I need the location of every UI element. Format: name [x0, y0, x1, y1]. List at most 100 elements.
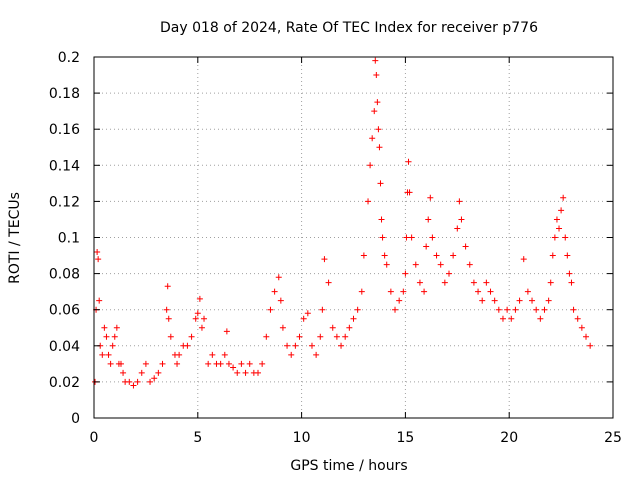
data-point — [120, 369, 127, 376]
data-point — [107, 360, 114, 367]
data-point — [429, 234, 436, 241]
data-point — [205, 360, 212, 367]
data-point — [587, 342, 594, 349]
data-point — [529, 297, 536, 304]
data-points — [92, 57, 594, 389]
x-tick-label: 25 — [604, 430, 622, 446]
data-point — [408, 234, 415, 241]
data-point — [246, 360, 253, 367]
data-point — [188, 333, 195, 340]
data-point — [570, 306, 577, 313]
x-tick-label: 20 — [500, 430, 518, 446]
data-point — [198, 324, 205, 331]
data-point — [491, 297, 498, 304]
data-point — [416, 279, 423, 286]
data-point — [475, 288, 482, 295]
x-tick-label: 10 — [293, 430, 311, 446]
data-point — [406, 189, 413, 196]
data-point — [360, 252, 367, 259]
data-point — [308, 342, 315, 349]
data-point — [533, 306, 540, 313]
data-point — [346, 324, 353, 331]
data-point — [159, 360, 166, 367]
data-point — [164, 283, 171, 290]
data-point — [209, 351, 216, 358]
data-point — [365, 198, 372, 205]
data-point — [458, 216, 465, 223]
data-point — [263, 333, 270, 340]
data-point — [277, 297, 284, 304]
data-point — [537, 315, 544, 322]
data-point — [329, 324, 336, 331]
data-point — [350, 315, 357, 322]
data-point — [194, 310, 201, 317]
y-tick-label: 0.12 — [49, 194, 80, 210]
data-point — [403, 234, 410, 241]
data-point — [279, 324, 286, 331]
data-point — [221, 351, 228, 358]
data-point — [495, 306, 502, 313]
data-point — [516, 297, 523, 304]
data-point — [376, 144, 383, 151]
data-point — [553, 216, 560, 223]
data-point — [354, 306, 361, 313]
data-point — [423, 243, 430, 250]
data-point — [321, 256, 328, 263]
data-point — [508, 315, 515, 322]
grid-layer — [94, 57, 613, 418]
data-point — [338, 342, 345, 349]
y-tick-label: 0.2 — [58, 50, 80, 66]
data-point — [165, 315, 172, 322]
data-point — [101, 324, 108, 331]
data-point — [483, 279, 490, 286]
x-tick-label: 0 — [90, 430, 99, 446]
data-point — [551, 234, 558, 241]
data-point — [378, 216, 385, 223]
data-point — [562, 234, 569, 241]
data-point — [174, 360, 181, 367]
data-point — [163, 306, 170, 313]
data-point — [371, 108, 378, 115]
data-point — [427, 194, 434, 201]
data-point — [564, 252, 571, 259]
axes-layer: 0 0.02 0.04 0.06 0.08 0.1 0.12 0.14 0.16 0.18 0.2 0… — [49, 50, 622, 446]
data-point — [96, 297, 103, 304]
data-point — [558, 207, 565, 214]
data-point — [400, 288, 407, 295]
data-point — [313, 351, 320, 358]
data-point — [225, 360, 232, 367]
data-point — [367, 162, 374, 169]
data-point — [549, 252, 556, 259]
data-point — [333, 333, 340, 340]
data-point — [238, 360, 245, 367]
data-point — [267, 306, 274, 313]
data-point — [234, 369, 241, 376]
data-point — [259, 360, 266, 367]
data-point — [325, 279, 332, 286]
plot-frame — [93, 56, 614, 419]
data-point — [487, 288, 494, 295]
data-point — [230, 364, 237, 371]
y-tick-label: 0.18 — [49, 86, 80, 102]
data-point — [113, 324, 120, 331]
data-point — [556, 225, 563, 232]
data-point — [383, 261, 390, 268]
data-point — [275, 274, 282, 281]
data-point — [117, 360, 124, 367]
data-point — [479, 297, 486, 304]
data-point — [433, 252, 440, 259]
data-point — [377, 180, 384, 187]
data-point — [201, 315, 208, 322]
data-point — [412, 261, 419, 268]
x-tick-label: 15 — [396, 430, 414, 446]
data-point — [504, 306, 511, 313]
data-point — [300, 315, 307, 322]
data-point — [373, 72, 380, 79]
data-point — [317, 333, 324, 340]
y-tick-label: 0.14 — [49, 158, 80, 174]
data-point — [583, 333, 590, 340]
data-point — [284, 342, 291, 349]
data-point — [545, 297, 552, 304]
data-point — [392, 306, 399, 313]
